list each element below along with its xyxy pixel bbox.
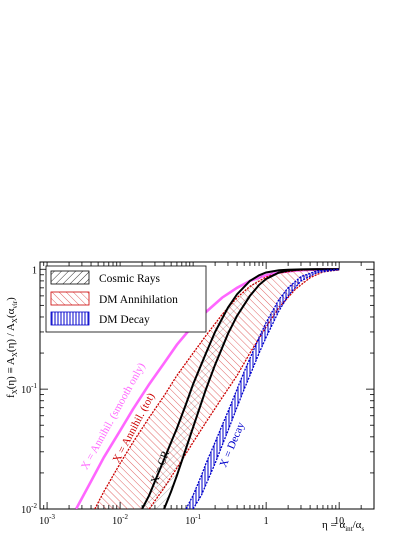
x-tick-label: 10-2 — [112, 513, 128, 527]
x-tick-label: 10-3 — [39, 513, 55, 527]
series-upper-x-decay — [185, 268, 340, 509]
legend-swatch-dm-decay — [50, 311, 90, 326]
x-tick-label: 10 — [334, 516, 344, 527]
x-tick-label: 10-1 — [185, 513, 201, 527]
x-tick-label: 1 — [264, 516, 269, 527]
minor-ticks — [39, 262, 375, 510]
series-upper-x-cr — [141, 268, 340, 509]
y-tick-labels: 10-2 10-1 1 — [21, 265, 37, 516]
legend-entry-dm-decay: DM Decay — [50, 311, 150, 326]
legend: Cosmic Rays DM Annihilation DM Decay — [45, 265, 207, 333]
y-tick-label: 1 — [32, 265, 37, 276]
y-axis-label: fX(η) ≡ AX(η) / AX(αvir) — [5, 297, 19, 398]
legend-swatch-dm-annihilation — [50, 291, 90, 306]
x-tick-labels: 10-3 10-2 10-1 1 10 — [39, 513, 344, 527]
legend-swatch-cosmic-rays — [50, 270, 90, 285]
series-band-x-decay — [186, 269, 340, 509]
legend-entry-dm-annihilation: DM Annihilation — [50, 291, 178, 306]
legend-label-dm-decay: DM Decay — [99, 314, 150, 326]
series-band-x-cr — [142, 269, 340, 509]
legend-entry-cosmic-rays: Cosmic Rays — [50, 270, 161, 285]
series-lower-x-cr — [163, 268, 340, 509]
series-layer — [74, 268, 340, 509]
y-tick-label: 10-1 — [21, 382, 37, 396]
y-tick-label: 10-2 — [21, 502, 37, 516]
x-axis-label: η = αint/αs — [322, 519, 364, 533]
legend-label-dm-annihilation: DM Annihilation — [99, 294, 178, 306]
legend-label-cosmic-rays: Cosmic Rays — [99, 273, 161, 285]
series-lower-x-decay — [192, 268, 340, 509]
series-band-x-annihil-tot — [94, 269, 340, 509]
plot-frame — [39, 261, 375, 510]
